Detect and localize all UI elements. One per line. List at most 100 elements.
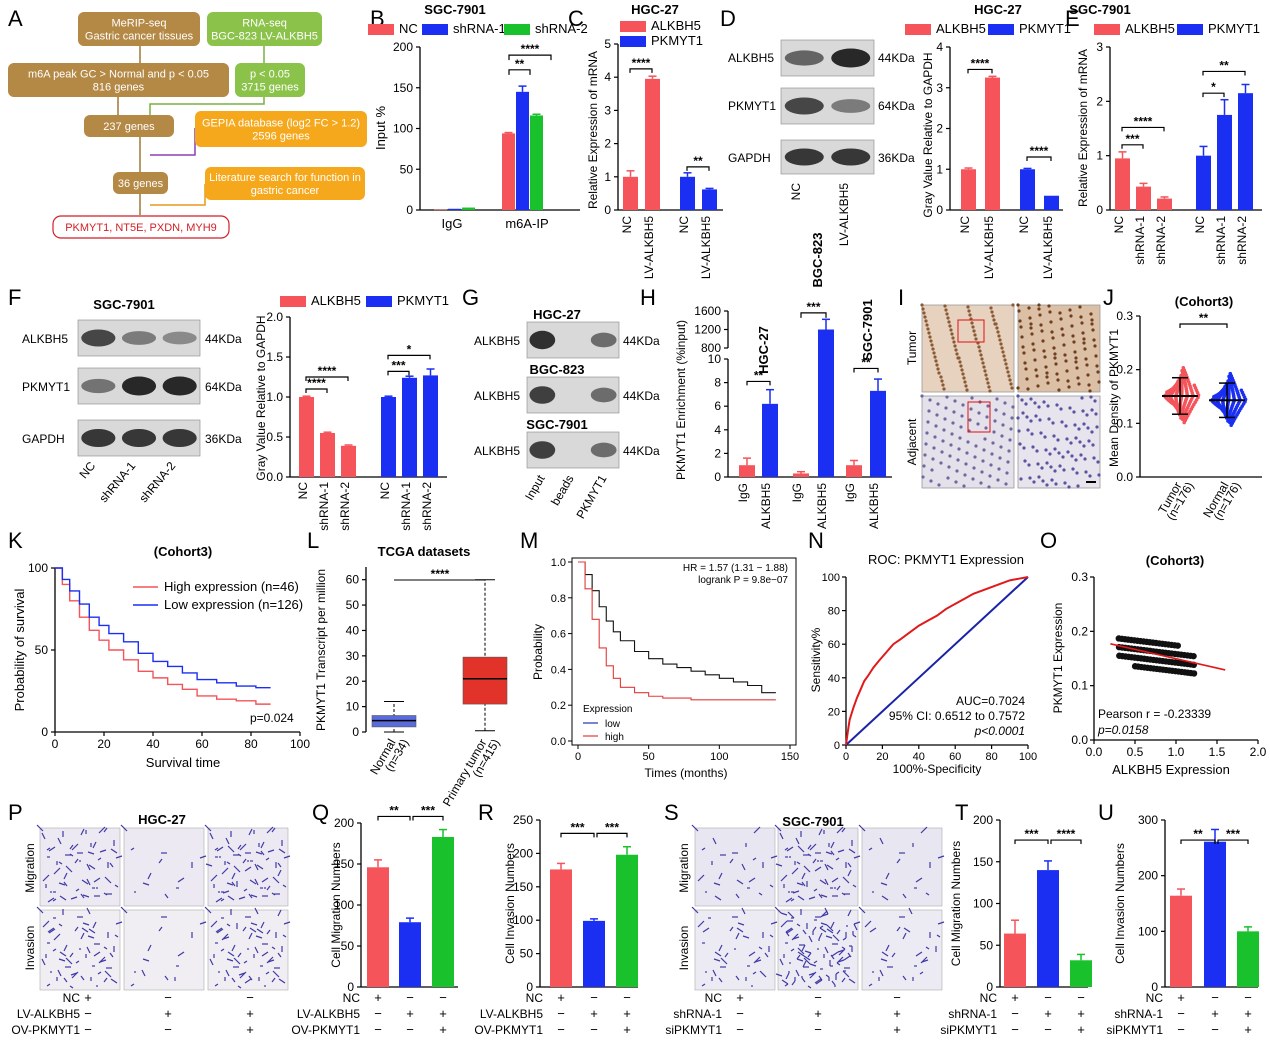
cell-mark — [736, 927, 744, 933]
legend-label: PKMYT1 — [1208, 21, 1260, 36]
cell-mark — [86, 946, 91, 954]
cell-stain — [1000, 346, 1004, 350]
significance-label: *** — [605, 820, 619, 834]
cell-stain — [998, 456, 1002, 460]
significance-label: *** — [421, 803, 435, 817]
treatment-mark: − — [374, 1022, 382, 1037]
cell-stain — [982, 365, 986, 369]
cell-stain — [1052, 434, 1056, 438]
legend-label: ALKBH5 — [1125, 21, 1175, 36]
y-tick-label: 5 — [604, 37, 611, 51]
y-tick-label: 2 — [1096, 94, 1103, 108]
cell-mark — [65, 957, 73, 965]
cell-stain — [1086, 373, 1090, 377]
treatment-mark: − — [406, 990, 414, 1005]
chart-title: HGC-27 — [974, 2, 1022, 17]
cell-stain — [980, 470, 984, 474]
significance-bracket — [629, 68, 653, 73]
cell-stain — [1005, 471, 1009, 475]
y-tick-label: 0.3 — [1116, 309, 1133, 323]
cell-stain — [1027, 463, 1031, 467]
cell-mark — [271, 977, 276, 983]
flow-box-text: p < 0.05 — [250, 69, 290, 81]
cell-mark — [58, 923, 63, 927]
cell-mark — [214, 983, 219, 987]
x-tick-label: NC — [958, 216, 972, 234]
cell-mark — [86, 878, 91, 886]
cell-mark — [266, 885, 271, 891]
cell-mark — [795, 837, 800, 845]
cell-stain — [924, 442, 928, 446]
y-axis-label: PKMYT1 Transcript per million — [314, 569, 328, 731]
y-tick-label: 0.8 — [551, 593, 566, 605]
blot-band — [784, 97, 824, 115]
y-tick-label: 40 — [346, 623, 360, 637]
cell-mark — [227, 895, 235, 901]
y-tick-label: 1 — [604, 170, 611, 184]
treatment-mark: + — [736, 990, 744, 1005]
cell-stain — [995, 326, 999, 330]
cell-mark — [74, 858, 79, 864]
cell-stain — [930, 343, 934, 347]
treatment-mark: − — [246, 990, 254, 1005]
y-axis-label: Sensitivity% — [809, 627, 823, 692]
y-tick-label: 0 — [406, 203, 413, 217]
cell-stain — [966, 440, 970, 444]
cell-stain — [1003, 401, 1007, 405]
y-axis-label: Relative Expression of mRNA — [1076, 49, 1090, 207]
cell-mark — [712, 969, 717, 977]
cell-mark — [52, 898, 57, 902]
cell-mark — [71, 971, 79, 979]
cell-mark — [847, 952, 852, 958]
cell-stain — [1061, 455, 1065, 459]
cell-stain — [934, 359, 938, 363]
cell-mark — [242, 926, 247, 932]
cell-stain — [1054, 362, 1058, 366]
bar — [961, 169, 976, 210]
cell-stain — [1045, 375, 1049, 379]
cell-stain — [1051, 336, 1055, 340]
x-tick-label: LV-ALKBH5 — [642, 216, 656, 279]
data-point — [1172, 402, 1177, 407]
cell-stain — [1044, 448, 1048, 452]
cell-stain — [1082, 341, 1086, 345]
bar — [1204, 841, 1226, 987]
cell-stain — [982, 448, 986, 452]
x-tick-label: 1.5 — [1209, 745, 1226, 759]
cell-mark — [786, 928, 794, 934]
chart-title: SGC-7901 — [1069, 2, 1130, 17]
y-tick-label: 0.5 — [266, 430, 283, 444]
cell-mark — [254, 946, 259, 954]
y-tick-label: 1600 — [694, 304, 721, 318]
cell-mark — [736, 879, 744, 885]
bar — [985, 77, 1000, 210]
significance-label: **** — [521, 42, 540, 56]
treatment-label: siPKMYT1 — [665, 1023, 722, 1037]
panel-letter-D: D — [720, 6, 736, 31]
cell-mark — [809, 963, 817, 967]
cell-stain — [925, 323, 929, 327]
row-label: Migration — [677, 843, 691, 892]
flow-box-text: 2596 genes — [252, 131, 310, 143]
x-tick-label: shRNA-1 — [1133, 216, 1147, 265]
y-tick-label: 3 — [604, 103, 611, 117]
lane-label: LV-ALKBH5 — [837, 183, 851, 246]
cell-stain — [940, 379, 944, 383]
cell-stain — [1022, 351, 1026, 355]
cell-stain — [944, 406, 948, 410]
flow-box — [235, 63, 305, 97]
cell-stain — [937, 483, 941, 487]
cell-stain — [972, 329, 976, 333]
cell-stain — [1025, 377, 1029, 381]
cell-stain — [1032, 348, 1036, 352]
cell-stain — [1019, 477, 1023, 481]
cell-mark — [237, 952, 242, 958]
invasion-image — [123, 909, 205, 991]
legend-label: High expression (n=46) — [164, 579, 299, 594]
treatment-mark: + — [1244, 1006, 1252, 1021]
cell-mark — [58, 882, 66, 886]
legend-label: Low expression (n=126) — [164, 597, 303, 612]
chart-title: HGC-27 — [631, 2, 679, 17]
x-tick-label: ALKBH5 — [759, 483, 773, 529]
cell-mark — [741, 863, 746, 871]
